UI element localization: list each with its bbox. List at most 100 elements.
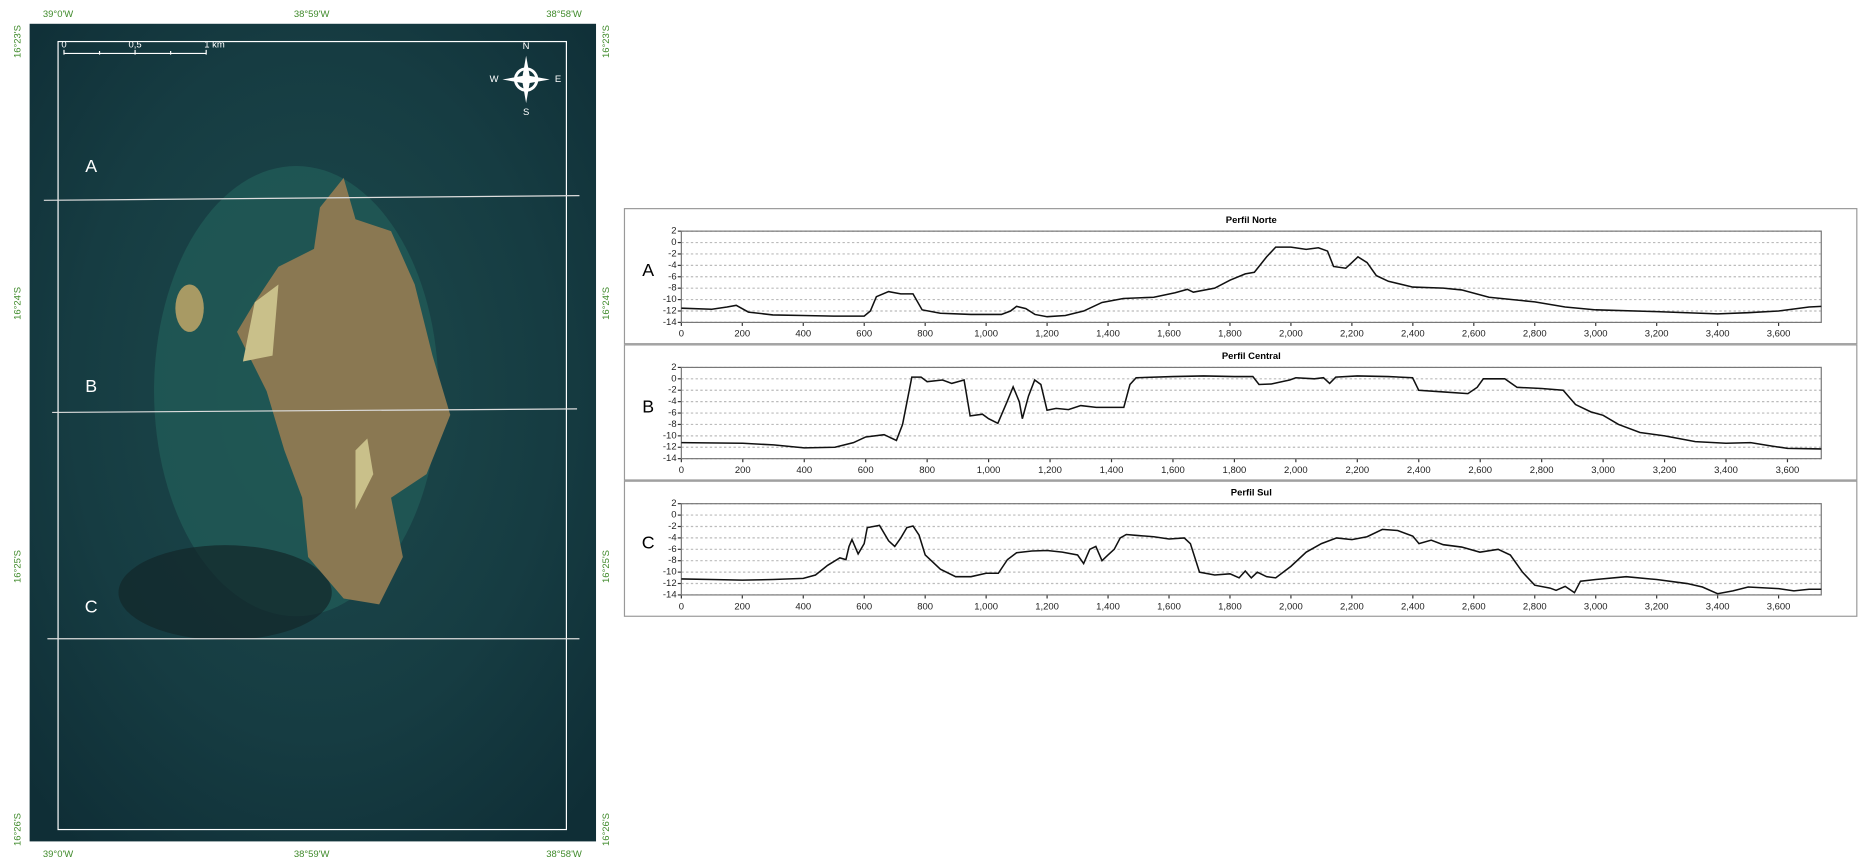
x-tick-label: 0 [679,465,684,476]
compass-label: N [523,41,530,52]
x-tick-label: 2,000 [1279,329,1303,340]
x-tick-label: 2,600 [1462,329,1486,340]
latitude-label: 16°23'S [601,25,612,58]
islet [175,284,203,331]
y-tick-label: -8 [668,283,676,294]
x-tick-label: 1,400 [1096,329,1120,340]
x-tick-label: 200 [735,465,751,476]
section-label: A [85,156,97,176]
x-tick-label: 3,000 [1584,601,1608,612]
y-tick-label: -14 [663,589,677,600]
y-tick-label: -4 [668,260,676,271]
x-tick-label: 1,000 [977,465,1001,476]
chart-title: Perfil Sul [1231,488,1272,499]
x-tick-label: 3,600 [1776,465,1800,476]
scale-label: 0 [61,40,66,51]
x-tick-label: 800 [919,465,935,476]
y-tick-label: -8 [668,419,676,430]
x-tick-label: 800 [917,601,933,612]
y-tick-label: -8 [668,555,676,566]
x-tick-label: 1,600 [1161,465,1185,476]
latitude-label: 16°24'S [601,287,612,320]
x-tick-label: 3,200 [1653,465,1677,476]
x-tick-label: 600 [856,329,872,340]
section-label: C [85,597,98,617]
y-tick-label: -2 [668,248,676,259]
x-tick-label: 400 [796,465,812,476]
scale-label: 1 km [204,40,225,51]
y-tick-label: -12 [663,442,677,453]
x-tick-label: 1,600 [1157,329,1181,340]
x-tick-label: 1,000 [974,601,998,612]
x-tick-label: 400 [795,329,811,340]
y-tick-label: 2 [671,362,676,373]
x-tick-label: 2,200 [1340,329,1364,340]
y-tick-label: -10 [663,567,677,578]
longitude-label: 38°59'W [294,849,330,860]
x-tick-label: 2,400 [1401,601,1425,612]
longitude-label: 38°58'W [546,849,582,860]
reef [118,545,331,640]
chart-title: Perfil Central [1222,351,1281,362]
y-tick-label: -12 [663,578,677,589]
x-tick-label: 3,400 [1706,329,1730,340]
x-tick-label: 200 [734,601,750,612]
longitude-label: 38°58'W [546,9,582,20]
x-tick-label: 800 [917,329,933,340]
compass-label: W [490,74,499,85]
x-tick-label: 2,600 [1468,465,1492,476]
x-tick-label: 2,600 [1462,601,1486,612]
x-tick-label: 1,600 [1157,601,1181,612]
latitude-label: 16°26'S [12,813,23,846]
y-tick-label: 0 [671,237,676,248]
y-tick-label: -2 [668,521,676,532]
latitude-label: 16°23'S [12,25,23,58]
figure: A B C 0 0,5 1 km N S W E 39°0'W39°0'W38°… [0,0,1858,864]
y-tick-label: 0 [671,373,676,384]
x-tick-label: 2,400 [1401,329,1425,340]
x-tick-label: 3,600 [1767,601,1791,612]
compass-label: E [555,74,561,85]
profiles: Perfil NorteA20-2-4-6-8-10-12-1402004006… [624,209,1856,617]
x-tick-label: 2,800 [1530,465,1554,476]
y-tick-label: -4 [668,396,676,407]
x-tick-label: 1,200 [1035,601,1059,612]
longitude-label: 39°0'W [43,849,73,860]
y-tick-label: 2 [671,226,676,237]
x-tick-label: 2,800 [1523,601,1547,612]
x-tick-label: 0 [679,329,684,340]
x-tick-label: 3,600 [1767,329,1791,340]
x-tick-label: 1,200 [1038,465,1062,476]
x-tick-label: 2,400 [1407,465,1431,476]
latitude-label: 16°25'S [601,550,612,583]
latitude-label: 16°26'S [601,813,612,846]
y-tick-label: -4 [668,532,676,543]
x-tick-label: 1,000 [974,329,998,340]
panel-label: A [642,260,654,280]
x-tick-label: 1,400 [1096,601,1120,612]
x-tick-label: 200 [734,329,750,340]
x-tick-label: 3,000 [1591,465,1615,476]
x-tick-label: 3,400 [1706,601,1730,612]
x-tick-label: 1,400 [1100,465,1124,476]
page: A B C 0 0,5 1 km N S W E 39°0'W39°0'W38°… [0,0,1858,864]
x-tick-label: 3,200 [1645,329,1669,340]
panel-label: B [642,396,654,416]
y-tick-label: -6 [668,408,676,419]
y-tick-label: -12 [663,305,677,316]
y-tick-label: -14 [663,317,677,328]
section-label: B [85,376,97,396]
x-tick-label: 1,200 [1035,329,1059,340]
x-tick-label: 400 [795,601,811,612]
x-tick-label: 2,800 [1523,329,1547,340]
y-tick-label: -6 [668,271,676,282]
scale-label: 0,5 [128,40,141,51]
compass-label: S [523,107,529,118]
x-tick-label: 3,200 [1645,601,1669,612]
x-tick-label: 1,800 [1218,601,1242,612]
x-tick-label: 600 [858,465,874,476]
x-tick-label: 600 [856,601,872,612]
y-tick-label: 2 [671,498,676,509]
longitude-label: 38°59'W [294,9,330,20]
y-tick-label: -2 [668,385,676,396]
